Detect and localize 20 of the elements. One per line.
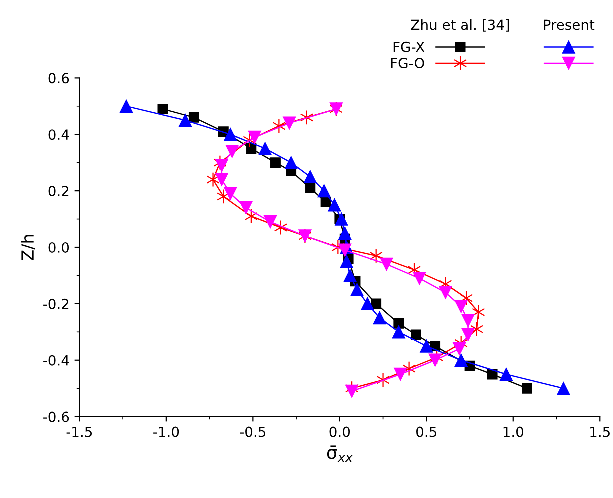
x-tick-label: 1.0	[504, 426, 524, 438]
x-tick-label: -1.5	[66, 426, 92, 438]
y-tick-label: -0.2	[44, 298, 69, 310]
x-tick-label: 0.0	[330, 426, 350, 438]
text: Present	[544, 20, 595, 30]
x-axis-title: σ̄$_{xx}$	[327, 446, 354, 462]
x-tick-label: 0.5	[416, 426, 436, 438]
y-tick-label: 0.6	[48, 73, 70, 84]
x-tick-label: 1.5	[590, 426, 610, 438]
y-tick-label: -0.6	[44, 412, 70, 422]
x-tick-label: -0.5	[240, 426, 266, 438]
y-tick-label: -0.4	[44, 355, 70, 366]
y-tick-label: 0.4	[48, 130, 70, 140]
y-tick-label: 0.0	[48, 242, 70, 253]
legend-label: FG-O	[391, 58, 424, 69]
x-tick-label: -1.0	[154, 426, 180, 438]
y-axis-title: Z/h	[21, 235, 36, 261]
legend-label: FG-X	[394, 42, 425, 52]
y-tick-label: 0.2	[48, 186, 69, 197]
text: Zhu et al. [34]	[411, 19, 510, 32]
